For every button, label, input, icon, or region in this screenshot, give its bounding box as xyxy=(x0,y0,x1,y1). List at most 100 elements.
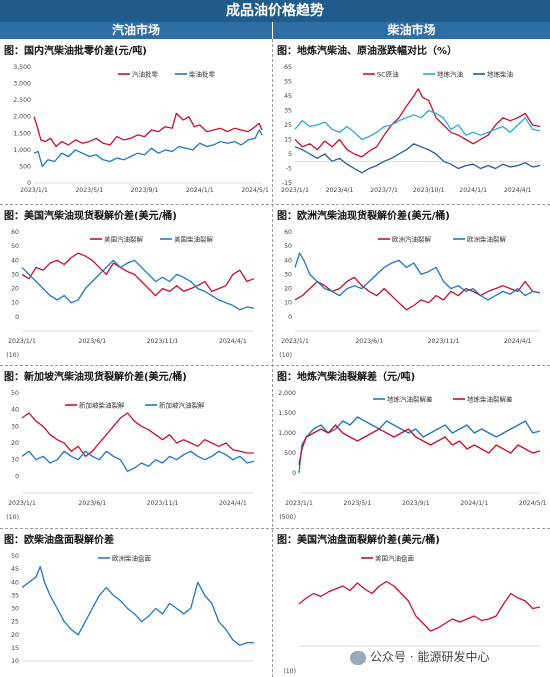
y-tick-label: 50 xyxy=(11,553,19,560)
x-tick-label: 2023/1/1 xyxy=(20,187,48,194)
chart-title: 图：美国汽柴油现货裂解价差(美元/桶) xyxy=(4,209,177,222)
y-tick-label: 1,000 xyxy=(278,430,296,437)
watermark: 公众号 · 能源研发中心 xyxy=(350,648,489,665)
x-tick-label: 2023/1/1 xyxy=(8,500,36,507)
x-tick-label: 2023/10/1 xyxy=(413,187,445,194)
y-tick-label: 1,500 xyxy=(278,410,296,417)
chart-panel-europe-crack-spread: 图：欧洲汽柴油现货裂解价差(美元/桶) 60 50 40 30 20 10 0 (10) 2023… xyxy=(273,206,550,363)
section-header-diesel: 柴油市场 xyxy=(273,22,550,39)
x-tick-label: 2023/6/1 xyxy=(78,338,106,345)
y-tick-label: 25 xyxy=(11,619,19,626)
legend-label: 欧洲柴油裂解 xyxy=(467,234,507,243)
chart-svg: 图：地炼汽柴油裂解差（元/吨) 2,000 1,500 1,000 500 0 (500) 2… xyxy=(277,370,547,521)
x-tick-label: 2023/5/1 xyxy=(344,500,372,507)
x-tick-label: 2024/4/1 xyxy=(219,338,247,345)
y-tick-label: 0 xyxy=(292,470,296,477)
series-line xyxy=(298,416,541,474)
y-tick-label: 65 xyxy=(284,64,292,71)
column-divider xyxy=(272,39,273,677)
y-tick-label: 20 xyxy=(11,286,19,293)
y-tick-label: (10) xyxy=(6,352,19,359)
y-tick-label: 15 xyxy=(11,645,19,652)
page-title: 成品油价格趋势 xyxy=(0,0,550,22)
legend-label: 美国柴油裂解 xyxy=(174,234,214,243)
legend-label: 欧洲汽油裂解 xyxy=(392,234,432,243)
x-tick-label: 2023/11/1 xyxy=(147,500,179,507)
series-line xyxy=(294,143,541,174)
x-tick-label: 2023/1/1 xyxy=(281,187,309,194)
row-divider xyxy=(0,528,550,529)
x-tick-label: 2023/5/1 xyxy=(75,187,103,194)
chart-panel-eu-diesel-futures-crack: 图：欧柴油盘面裂解价差 50 45 40 35 30 25 20 15 10 欧洲柴油盘面 xyxy=(0,530,272,677)
y-tick-label: 15 xyxy=(284,137,292,144)
x-tick-label: 2024/1/1 xyxy=(460,500,488,507)
y-tick-label: 45 xyxy=(11,566,19,573)
chart-svg: 图：欧柴油盘面裂解价差 50 45 40 35 30 25 20 15 10 欧洲柴油盘面 xyxy=(4,533,254,665)
watermark-text: 公众号 · 能源研发中心 xyxy=(370,650,490,664)
x-tick-label: 2023/9/1 xyxy=(402,500,430,507)
x-tick-label: 2023/1/1 xyxy=(285,500,313,507)
y-tick-label: 30 xyxy=(11,606,19,613)
row-divider xyxy=(0,204,550,205)
chart-svg: 图：国内汽柴油批零价差(元/吨) 3,500 3,000 2,500 2,000 1,50… xyxy=(4,44,269,194)
series-line xyxy=(21,259,255,311)
wechat-icon xyxy=(350,650,366,665)
chart-title: 图：国内汽柴油批零价差(元/吨) xyxy=(4,44,147,57)
y-tick-label: 30 xyxy=(284,271,292,278)
x-tick-label: 2023/11/1 xyxy=(147,338,179,345)
chart-title: 图：美国汽油盘面裂解价差(美元/桶) xyxy=(277,533,440,546)
series-line xyxy=(33,112,263,148)
y-tick-label: (10) xyxy=(279,352,292,359)
y-tick-label: (500) xyxy=(279,514,296,521)
legend-label: 地炼柴油 xyxy=(487,69,513,78)
y-tick-label: 40 xyxy=(284,257,292,264)
chart-panel-us-gasoline-futures-crack: 图：美国汽油盘面裂解价差(美元/桶) (10) 美国汽油盘面 xyxy=(273,530,550,677)
chart-svg: 图：地炼汽柴油、原油涨跌幅对比（%）6555453525155-5-152023… xyxy=(277,44,541,194)
y-tick-label: 20 xyxy=(11,440,19,447)
y-tick-label: 35 xyxy=(11,592,19,599)
x-tick-label: 2024/4/1 xyxy=(504,187,532,194)
legend-label: 地炼汽油裂解差 xyxy=(387,394,433,403)
chart-panel-local-refinery-crack: 图：地炼汽柴油裂解差（元/吨) 2,000 1,500 1,000 500 0 (500) 2… xyxy=(273,367,550,525)
y-tick-label: -5 xyxy=(286,166,292,173)
series-line xyxy=(21,565,254,646)
chart-svg: 图：美国汽柴油现货裂解价差(美元/桶) 60 50 40 30 20 10 0 (10) 2023… xyxy=(4,209,255,359)
series-line xyxy=(298,424,541,466)
series-line xyxy=(294,252,541,301)
y-tick-label: 30 xyxy=(11,423,19,430)
legend-label: 欧洲柴油盘面 xyxy=(112,553,152,562)
y-tick-label: 3,000 xyxy=(13,81,31,88)
y-tick-label: 45 xyxy=(284,93,292,100)
chart-panel-singapore-crack-spread: 图：新加坡汽柴油现货裂解价差(美元/桶) 50 40 30 20 10 0 (10) 2023/… xyxy=(0,367,272,525)
y-tick-label: 25 xyxy=(284,122,292,129)
y-tick-label: 500 xyxy=(284,450,296,457)
y-tick-label: 20 xyxy=(11,632,19,639)
chart-svg: 图：新加坡汽柴油现货裂解价差(美元/桶) 50 40 30 20 10 0 (10) 2023/… xyxy=(4,370,255,521)
series-line xyxy=(21,252,255,297)
series-line xyxy=(21,450,255,472)
series-line xyxy=(21,412,254,457)
chart-svg: 图：美国汽油盘面裂解价差(美元/桶) (10) 美国汽油盘面 xyxy=(277,533,541,675)
x-tick-label: 2023/6/1 xyxy=(355,338,383,345)
x-tick-label: 2024/1/1 xyxy=(459,187,487,194)
y-tick-label: 20 xyxy=(284,286,292,293)
legend-label: 柴油批零 xyxy=(189,69,216,78)
chart-title: 图：地炼汽柴油裂解差（元/吨) xyxy=(277,370,415,383)
series-line xyxy=(33,129,263,168)
section-header-gasoline: 汽油市场 xyxy=(0,22,272,39)
x-tick-label: 2024/1/1 xyxy=(186,187,214,194)
y-tick-label: 60 xyxy=(284,229,292,236)
y-tick-label: 30 xyxy=(11,271,19,278)
y-tick-label: 10 xyxy=(11,457,19,464)
legend-label: 美国汽油裂解 xyxy=(104,234,144,243)
x-tick-label: 2023/4/1 xyxy=(326,187,354,194)
y-tick-label: (10) xyxy=(283,668,296,675)
y-tick-label: 40 xyxy=(11,407,19,414)
y-tick-label: 35 xyxy=(284,108,292,115)
series-line xyxy=(294,88,541,158)
y-tick-label: 3,500 xyxy=(13,64,31,71)
y-tick-label: 50 xyxy=(11,243,19,250)
x-tick-label: 2023/1/1 xyxy=(281,338,309,345)
series-line xyxy=(298,580,541,632)
y-tick-label: 0 xyxy=(288,314,292,321)
